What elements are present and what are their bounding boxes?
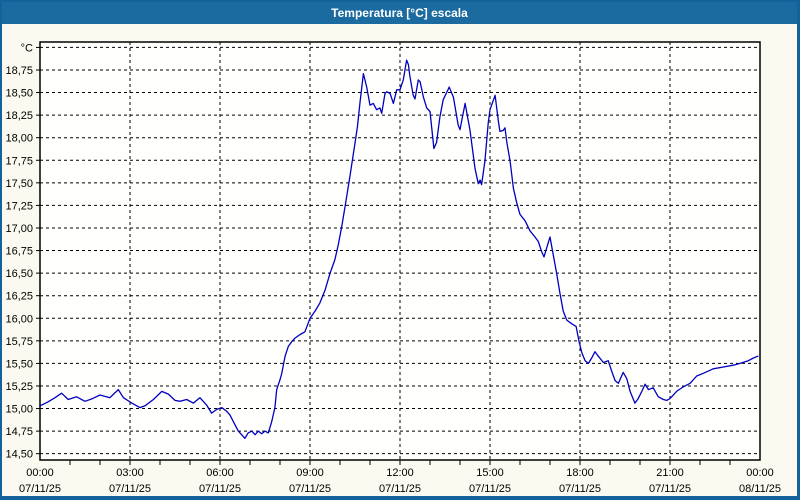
- x-axis-date-label: 07/11/25: [379, 483, 421, 495]
- x-axis-date-label: 07/11/25: [469, 483, 511, 495]
- y-axis-tick-label: 15,75: [5, 336, 33, 348]
- temperature-chart: °C 18,75 18,50 18,25 18,00 17,75 17,50 17,25 17,…: [5, 41, 781, 495]
- y-axis-tick-label: 14,75: [5, 426, 33, 438]
- y-axis-tick-label: 18,00: [5, 133, 33, 145]
- window-title: Temperatura [°C] escala: [331, 6, 468, 20]
- chart-area: °C 18,75 18,50 18,25 18,00 17,75 17,50 17,25 17,…: [2, 24, 797, 496]
- x-axis-date-label: 07/11/25: [199, 483, 241, 495]
- y-axis-tick-label: 16,25: [5, 291, 33, 303]
- x-axis-date-label: 08/11/25: [739, 483, 781, 495]
- x-axis-time-label: 00:00: [26, 467, 54, 479]
- x-axis-date-label: 07/11/25: [19, 483, 61, 495]
- y-axis-tick-label: 18,50: [5, 88, 33, 100]
- x-axis-date-label: 07/11/25: [109, 483, 151, 495]
- x-axis-time-label: 06:00: [206, 467, 234, 479]
- y-axis-tick-label: 17,25: [5, 200, 33, 212]
- temperature-line: [39, 59, 759, 439]
- y-axis-tick-label: 18,75: [5, 65, 33, 77]
- x-axis-time-label: 09:00: [296, 467, 324, 479]
- x-axis-time-label: 18:00: [566, 467, 594, 479]
- x-axis-time-label: 03:00: [116, 467, 144, 479]
- x-axis-date-label: 07/11/25: [559, 483, 601, 495]
- y-axis-tick-label: 17,75: [5, 155, 33, 167]
- y-axis-unit-label: °C: [21, 42, 33, 54]
- x-axis-date-label: 07/11/25: [289, 483, 331, 495]
- y-axis-tick-label: 15,25: [5, 381, 33, 393]
- x-axis-time-label: 12:00: [386, 467, 414, 479]
- plot-border: [39, 41, 761, 461]
- y-axis-tick-label: 17,50: [5, 178, 33, 190]
- y-axis-tick-label: 16,50: [5, 268, 33, 280]
- x-axis-time-label: 00:00: [746, 467, 774, 479]
- y-axis-tick-label: 17,00: [5, 223, 33, 235]
- y-axis-tick-label: 15,00: [5, 404, 33, 416]
- x-axis-date-label: 07/11/25: [649, 483, 691, 495]
- y-axis-tick-label: 14,50: [5, 449, 33, 461]
- x-axis-time-label: 21:00: [656, 467, 684, 479]
- y-axis-tick-label: 18,25: [5, 110, 33, 122]
- y-axis-tick-label: 16,75: [5, 246, 33, 258]
- y-axis-tick-label: 16,00: [5, 313, 33, 325]
- window-title-bar: Temperatura [°C] escala: [2, 2, 797, 24]
- y-axis-tick-label: 15,50: [5, 358, 33, 370]
- x-axis-time-label: 15:00: [476, 467, 504, 479]
